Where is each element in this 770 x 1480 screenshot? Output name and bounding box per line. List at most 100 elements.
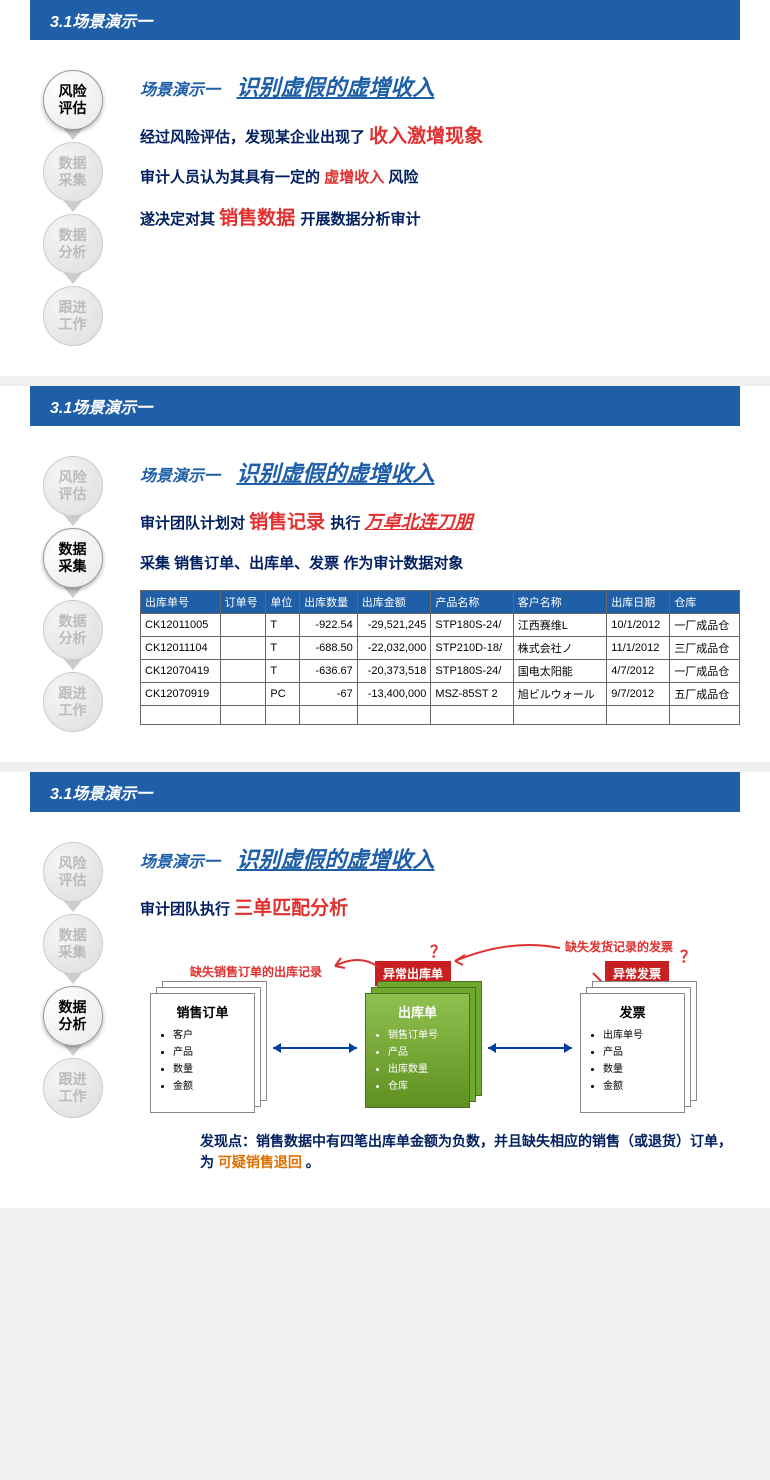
title-prefix: 场景演示一 [140,854,220,871]
step-circle: 风险评估 [43,842,103,902]
title-prefix: 场景演示一 [140,82,220,99]
data-table: 出库单号订单号单位出库数量出库金额产品名称客户名称出库日期仓库 CK120110… [140,590,740,725]
slide-2: 3.1场景演示一 风险评估数据采集数据分析跟进工作 场景演示一 识别虚假的虚增收… [0,386,770,762]
table-cell: -13,400,000 [357,683,431,706]
table-cell: CK12011104 [141,637,221,660]
table-cell: -22,032,000 [357,637,431,660]
table-cell: T [266,637,300,660]
red-arrow-icon [450,943,570,968]
step-indicator: 风险评估数据采集数据分析跟进工作 [30,456,115,732]
slide-content: 风险评估数据采集数据分析跟进工作 场景演示一 识别虚假的虚增收入 经过风险评估，… [0,40,770,346]
table-cell: 旭ビルウォール [513,683,607,706]
doc-field: 产品 [603,1044,676,1061]
text: 。 [306,1154,320,1170]
table-cell [607,706,670,725]
section-header: 3.1场景演示一 [30,0,740,40]
table-cell [431,706,513,725]
table-cell [670,706,740,725]
doc-field: 金额 [603,1078,676,1095]
step-circle: 风险评估 [43,456,103,516]
step-circle: 数据分析 [43,986,103,1046]
doc-field-list: 出库单号产品数量金额 [589,1027,676,1095]
title-main: 识别虚假的虚增收入 [236,461,434,486]
table-cell [220,614,266,637]
table-cell: 4/7/2012 [607,660,670,683]
table-cell: T [266,614,300,637]
doc-field: 数量 [173,1061,246,1078]
table-header-cell: 产品名称 [431,591,513,614]
doc-field: 客户 [173,1027,246,1044]
step-circle: 数据分析 [43,214,103,274]
table-cell: CK12011005 [141,614,221,637]
table-header-row: 出库单号订单号单位出库数量出库金额产品名称客户名称出库日期仓库 [141,591,740,614]
match-diagram: 缺失销售订单的出库记录 缺失发货记录的发票 ？ ？ 异常出库单 异常发票 销售订… [140,938,740,1178]
table-header-cell: 出库数量 [300,591,358,614]
table-header-cell: 出库单号 [141,591,221,614]
highlight-text: 销售记录 [249,512,330,533]
table-cell [300,706,358,725]
doc-field: 销售订单号 [388,1027,461,1044]
doc-field: 仓库 [388,1078,461,1095]
table-cell: 三厂成品仓 [670,637,740,660]
table-cell [220,706,266,725]
section-header: 3.1场景演示一 [30,772,740,812]
script-text: 万卓北连刀朋 [365,512,473,532]
step-circle: 风险评估 [43,70,103,130]
table-cell: -922.54 [300,614,358,637]
doc-field: 数量 [603,1061,676,1078]
doc-field-list: 销售订单号产品出库数量仓库 [374,1027,461,1095]
doc-field: 出库数量 [388,1061,461,1078]
table-row [141,706,740,725]
doc-title: 销售订单 [159,1002,246,1021]
text: 遂决定对其 [140,211,219,228]
table-cell: 江西赛维L [513,614,607,637]
table-cell [220,637,266,660]
slide-main: 场景演示一 识别虚假的虚增收入 经过风险评估，发现某企业出现了 收入激增现象 审… [115,70,740,346]
highlight-text: 可疑销售退回 [218,1154,302,1170]
table-header-cell: 出库日期 [607,591,670,614]
table-cell: -20,373,518 [357,660,431,683]
title-row: 场景演示一 识别虚假的虚增收入 [140,456,740,488]
title-prefix: 场景演示一 [140,468,220,485]
table-header-cell: 仓库 [670,591,740,614]
section-header: 3.1场景演示一 [30,386,740,426]
text-line: 审计团队计划对 销售记录 执行 万卓北连刀朋 [140,508,740,538]
table-header-cell: 客户名称 [513,591,607,614]
table-cell: STP210D-18/ [431,637,513,660]
text-line: 审计人员认为其具有一定的 虚增收入 风险 [140,166,740,190]
doc-title: 出库单 [374,1002,461,1021]
table-header-cell: 单位 [266,591,300,614]
double-arrow-icon [480,1038,580,1058]
table-cell: -636.67 [300,660,358,683]
slide-1: 3.1场景演示一 风险评估数据采集数据分析跟进工作 场景演示一 识别虚假的虚增收… [0,0,770,376]
question-mark: ？ [430,938,446,962]
table-header-cell: 订单号 [220,591,266,614]
table-cell: 11/1/2012 [607,637,670,660]
slide-content: 风险评估数据采集数据分析跟进工作 场景演示一 识别虚假的虚增收入 审计团队执行 … [0,812,770,1178]
table-cell [220,660,266,683]
step-circle: 跟进工作 [43,1058,103,1118]
annotation-missing-order: 缺失销售订单的出库记录 [190,963,322,980]
step-circle: 跟进工作 [43,672,103,732]
text-line: 审计团队执行 三单匹配分析 [140,894,740,924]
text: 审计人员认为其具有一定的 [140,169,320,186]
table-cell [266,706,300,725]
text: 经过风险评估，发现某企业出现了 [140,129,369,146]
step-circle: 数据采集 [43,914,103,974]
doc-title: 发票 [589,1002,676,1021]
table-cell: 一厂成品仓 [670,614,740,637]
table-cell [220,683,266,706]
table-cell: MSZ-85ST 2 [431,683,513,706]
doc-field: 出库单号 [603,1027,676,1044]
table-cell: 五厂成品仓 [670,683,740,706]
table-cell: 国电太阳能 [513,660,607,683]
doc-field-list: 客户产品数量金额 [159,1027,246,1095]
text: 执行 [330,515,364,532]
table-row: CK12070919PC-67-13,400,000MSZ-85ST 2旭ビルウ… [141,683,740,706]
slide-main: 场景演示一 识别虚假的虚增收入 审计团队执行 三单匹配分析 缺失销售订单的出库记… [115,842,740,1178]
doc-field: 产品 [173,1044,246,1061]
table-cell: STP180S-24/ [431,614,513,637]
slide-content: 风险评估数据采集数据分析跟进工作 场景演示一 识别虚假的虚增收入 审计团队计划对… [0,426,770,732]
table-cell: CK12070419 [141,660,221,683]
doc-field: 金额 [173,1078,246,1095]
